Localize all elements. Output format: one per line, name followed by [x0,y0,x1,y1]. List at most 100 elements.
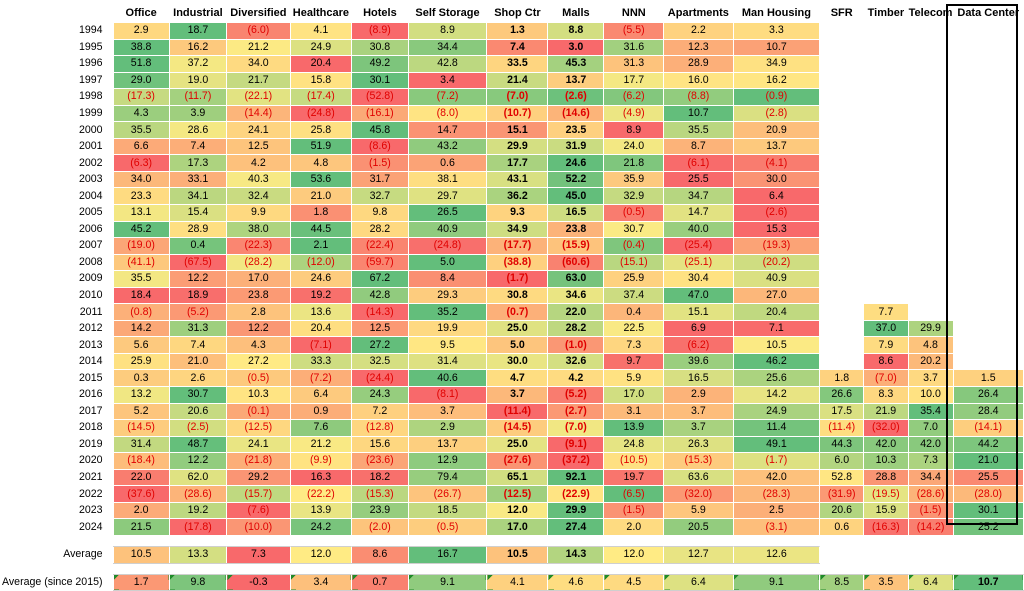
value-cell-industrial: 37.2 [168,55,228,73]
value-cell-malls: 4.2 [547,369,605,388]
value-cell-industrial: 9.8 [168,573,228,591]
value-cell-diversified: 4.3 [226,336,291,354]
year-label: 2012 [78,322,103,335]
value-cell-malls: (22.9) [547,485,605,503]
value-cell-shop-ctr: 34.9 [486,220,549,239]
year-label: 2001 [78,140,103,153]
average-since-2015-row: Average (since 2015) 1.7 9.8 -0.3 3.4 0.7 9.1 4… [2,573,1024,591]
value-cell-self-storage: 35.2 [407,303,488,321]
value-cell-healthcare: 20.4 [289,55,353,73]
value-cell-malls: 34.6 [547,286,605,305]
value-cell-data-center [953,155,1024,172]
table-row: 2004 23.3 34.1 32.4 21.0 32.7 29.7 36.2 45.0 32.9… [2,187,1024,206]
value-cell-data-center [953,238,1024,255]
table-body: 1994 2.9 18.7 (6.0) 4.1 (8.9) 8.9 1.3 8.8 (5.5) 2.… [2,22,1024,591]
value-cell-shop-ctr: 1.3 [486,22,549,40]
value-cell-hotels: 24.3 [351,386,409,404]
value-cell-timber: (16.3) [863,518,909,536]
value-cell-hotels: (12.8) [351,419,409,437]
value-cell-apartments: 3.7 [663,419,734,437]
value-cell-diversified: (10.0) [226,518,291,536]
value-cell-hotels: (24.4) [351,369,409,388]
value-cell-office: (37.6) [112,485,170,503]
value-cell-healthcare: 1.8 [289,204,353,222]
value-cell-office: 25.9 [112,352,170,371]
value-cell-data-center [953,138,1024,155]
value-cell-diversified: 24.1 [226,435,291,454]
value-cell-shop-ctr: 21.4 [486,71,549,90]
value-cell-timber [864,205,908,222]
value-cell-self-storage: 34.4 [407,38,488,57]
average-label: Average [63,548,103,561]
value-cell-healthcare: (9.9) [289,452,353,470]
value-cell-diversified: (28.2) [226,253,291,272]
value-cell-office: 34.0 [112,170,170,189]
value-cell-diversified: 17.0 [226,270,291,288]
value-cell-apartments: 10.7 [663,104,734,123]
value-cell-diversified: 10.3 [226,386,291,404]
value-cell-industrial: 62.0 [168,468,228,487]
value-cell-shop-ctr: (7.0) [486,88,549,106]
value-cell-hotels: 15.6 [351,435,409,454]
value-cell-shop-ctr: 4.1 [486,573,549,591]
year-label: 2005 [78,206,103,219]
value-cell-shop-ctr: 4.7 [486,369,549,388]
value-cell-hotels: 18.2 [351,468,409,487]
value-cell-sfr: 8.5 [819,573,865,591]
value-cell-malls: (2.6) [547,88,605,106]
value-cell-hotels: 8.6 [351,545,409,564]
year-header [2,5,113,23]
value-cell-shop-ctr: (12.5) [486,485,549,503]
year-label: 1995 [78,40,103,53]
value-cell-hotels: (23.6) [351,452,409,470]
value-cell-nnn: (15.1) [603,253,665,272]
value-cell-sfr [820,221,864,238]
value-cell-hotels: (1.5) [351,154,409,172]
value-cell-nnn: (0.5) [603,204,665,222]
value-cell-healthcare: 51.9 [289,137,353,156]
value-cell-diversified: (0.1) [226,402,291,421]
value-cell-shop-ctr: 3.7 [486,386,549,404]
value-cell-office: (14.5) [112,419,170,437]
value-cell-sfr [820,155,864,172]
value-cell-nnn: 17.7 [603,71,665,90]
value-cell-shop-ctr: (14.5) [486,419,549,437]
value-cell-diversified: 27.2 [226,352,291,371]
value-cell-man-housing: 40.9 [732,270,821,288]
value-cell-timber [864,122,908,139]
value-cell-office: 31.4 [112,435,170,454]
column-header-man-housing: Man Housing [741,7,811,19]
value-cell-apartments: 2.9 [663,386,734,404]
value-cell-data-center [953,337,1024,354]
value-cell-malls: 92.1 [547,468,605,487]
value-cell-self-storage: 3.4 [407,71,488,90]
value-cell-nnn: 25.9 [603,270,665,288]
value-cell-office: (17.3) [112,88,170,106]
value-cell-industrial: 31.3 [168,319,228,338]
value-cell-telecom [908,304,953,321]
value-cell-healthcare: 21.2 [289,435,353,454]
value-cell-timber [864,254,908,271]
spacer-row [2,563,1024,574]
value-cell-diversified: (0.5) [226,369,291,388]
value-cell-sfr: (11.4) [819,419,865,437]
value-cell-self-storage: 12.9 [407,452,488,470]
value-cell-malls: 22.0 [547,303,605,321]
value-cell-shop-ctr: 65.1 [486,468,549,487]
value-cell-shop-ctr: 12.0 [486,501,549,520]
value-cell-self-storage: (8.1) [407,386,488,404]
value-cell-malls: (14.6) [547,104,605,123]
value-cell-diversified: (22.1) [226,88,291,106]
value-cell-nnn: 5.9 [603,369,665,388]
value-cell-telecom [908,287,953,304]
table-row: 2003 34.0 33.1 40.3 53.6 31.7 38.1 43.1 52.2 35.9… [2,170,1024,189]
value-cell-office: (19.0) [112,237,170,255]
value-cell-shop-ctr: 9.3 [486,204,549,222]
value-cell-data-center: (14.1) [952,419,1024,437]
year-label: 2009 [78,272,103,285]
value-cell-malls: 28.2 [547,319,605,338]
value-cell-malls: 4.6 [547,573,605,591]
value-cell-diversified: (21.8) [226,452,291,470]
value-cell-nnn: 35.9 [603,170,665,189]
value-cell-shop-ctr: 25.0 [486,319,549,338]
